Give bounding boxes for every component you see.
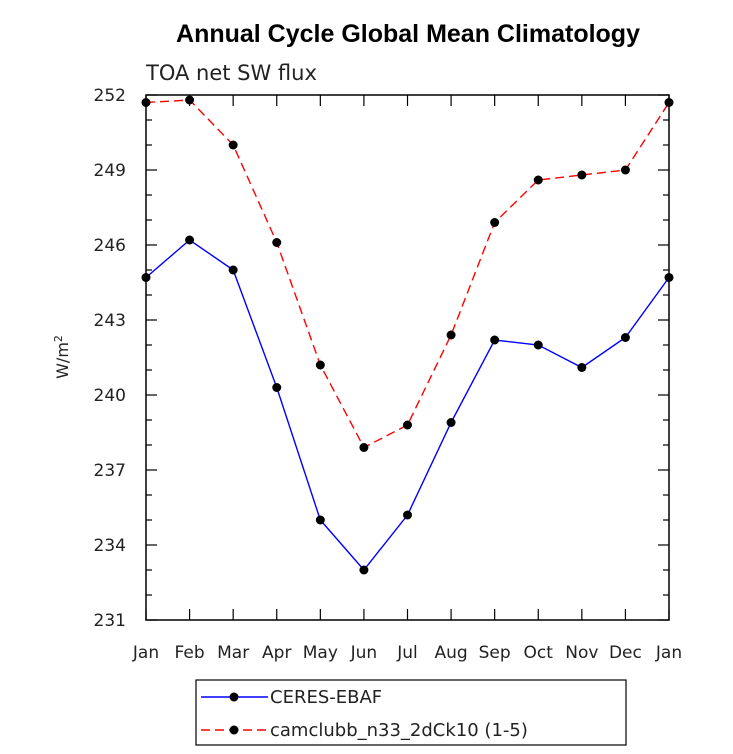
x-tick-label: Jan xyxy=(132,643,159,663)
series-lines xyxy=(141,95,674,575)
data-point xyxy=(533,175,543,185)
data-point xyxy=(141,273,151,282)
y-tick-label: 252 xyxy=(94,86,126,106)
legend-label: CERES-EBAF xyxy=(270,687,382,708)
x-tick-label: Apr xyxy=(262,643,291,663)
x-tick-label: May xyxy=(303,643,338,663)
legend-box xyxy=(195,679,627,746)
data-point xyxy=(577,363,587,372)
y-tick-label: 240 xyxy=(94,386,126,406)
y-tick-label: 246 xyxy=(94,236,126,256)
data-point xyxy=(185,95,195,105)
series-line-1 xyxy=(145,239,670,572)
data-point xyxy=(403,510,412,520)
data-point xyxy=(272,383,282,392)
data-point xyxy=(359,565,369,575)
data-point xyxy=(664,273,674,282)
x-tick-label: Sep xyxy=(479,643,511,663)
x-tick-label: Oct xyxy=(524,643,554,663)
data-point xyxy=(533,340,543,350)
x-tick-label: Mar xyxy=(217,643,249,663)
legend-label: camclubb_n33_2dCk10 (1-5) xyxy=(270,720,528,741)
data-point xyxy=(228,140,238,150)
y-axis-label: W/m2 xyxy=(52,335,72,379)
data-point xyxy=(446,418,456,427)
data-point xyxy=(620,333,630,342)
x-tick-label: Aug xyxy=(434,643,467,663)
y-tick-label: 243 xyxy=(94,311,126,331)
legend-marker xyxy=(229,725,239,735)
data-point xyxy=(228,265,238,275)
x-tick-label: Dec xyxy=(609,643,642,663)
data-point xyxy=(315,515,325,525)
data-point xyxy=(446,330,456,340)
y-tick-label: 234 xyxy=(94,536,126,556)
chart-title: Annual Cycle Global Mean Climatology xyxy=(176,20,640,48)
series-line-2 xyxy=(145,99,670,449)
data-point xyxy=(272,238,282,247)
data-point xyxy=(620,165,630,175)
data-point xyxy=(403,420,412,430)
data-point xyxy=(185,235,195,245)
data-point xyxy=(490,335,500,345)
x-tick-label: Jul xyxy=(396,643,418,663)
x-tick-label: Nov xyxy=(565,643,598,663)
y-tick-label: 237 xyxy=(94,461,126,481)
data-point xyxy=(577,170,587,180)
data-point xyxy=(359,443,369,452)
x-tick-label: Jan xyxy=(655,643,682,663)
data-point xyxy=(141,98,151,107)
y-tick-label: 231 xyxy=(94,611,126,631)
axes: 231 234 237 240 243 246 249 252 Jan Feb Mar Apr May J… xyxy=(94,86,683,663)
legend-marker xyxy=(229,692,239,702)
data-point xyxy=(315,360,325,370)
x-tick-label: Jun xyxy=(350,643,378,663)
chart-subtitle: TOA net SW flux xyxy=(145,61,317,85)
y-tick-label: 249 xyxy=(94,161,126,181)
legend: CERES-EBAF camclubb_n33_2dCk10 (1-5) xyxy=(195,679,627,746)
x-tick-label: Feb xyxy=(175,643,205,663)
data-point xyxy=(490,218,500,227)
data-point xyxy=(664,98,674,107)
